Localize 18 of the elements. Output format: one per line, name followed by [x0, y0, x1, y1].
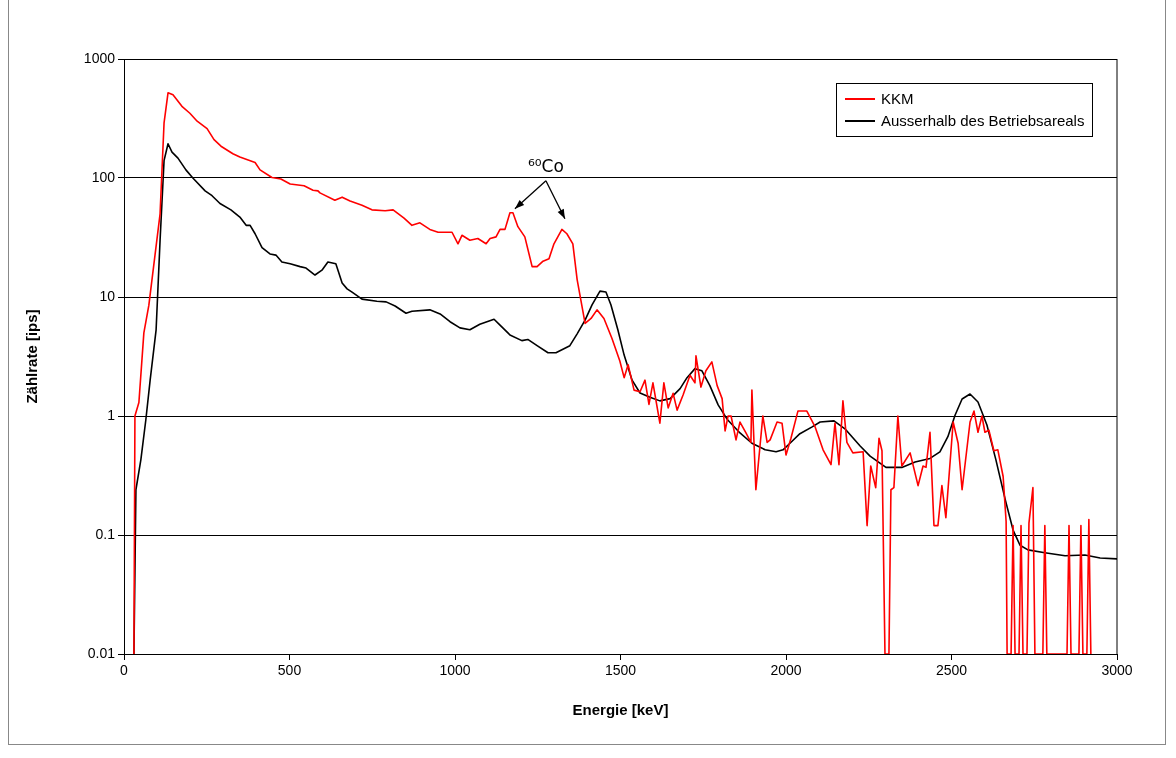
x-tick-label: 3000 [1101, 662, 1133, 679]
legend-label: Ausserhalb des Betriebsareals [881, 111, 1085, 131]
x-axis-title: Energie [keV] [572, 701, 669, 719]
y-tick-label: 1000 [83, 49, 116, 66]
legend-label: KKM [881, 89, 914, 109]
annotation: ⁶⁰Co [527, 156, 564, 177]
x-tick-label: 0 [120, 662, 129, 679]
y-tick-label: 0.01 [87, 644, 116, 661]
y-tick-label: 0.1 [95, 525, 116, 542]
y-tick-label: 1 [107, 406, 116, 423]
x-tick-label: 1000 [439, 662, 471, 679]
y-tick-label: 10 [99, 287, 116, 304]
x-tick-label: 1500 [604, 662, 637, 679]
x-tick-label: 2500 [935, 662, 968, 679]
x-tick-label: 2000 [770, 662, 802, 679]
y-tick-label: 100 [91, 168, 116, 185]
y-axis-title: Zählrate [ips] [23, 309, 41, 404]
x-tick-label: 500 [277, 662, 302, 679]
